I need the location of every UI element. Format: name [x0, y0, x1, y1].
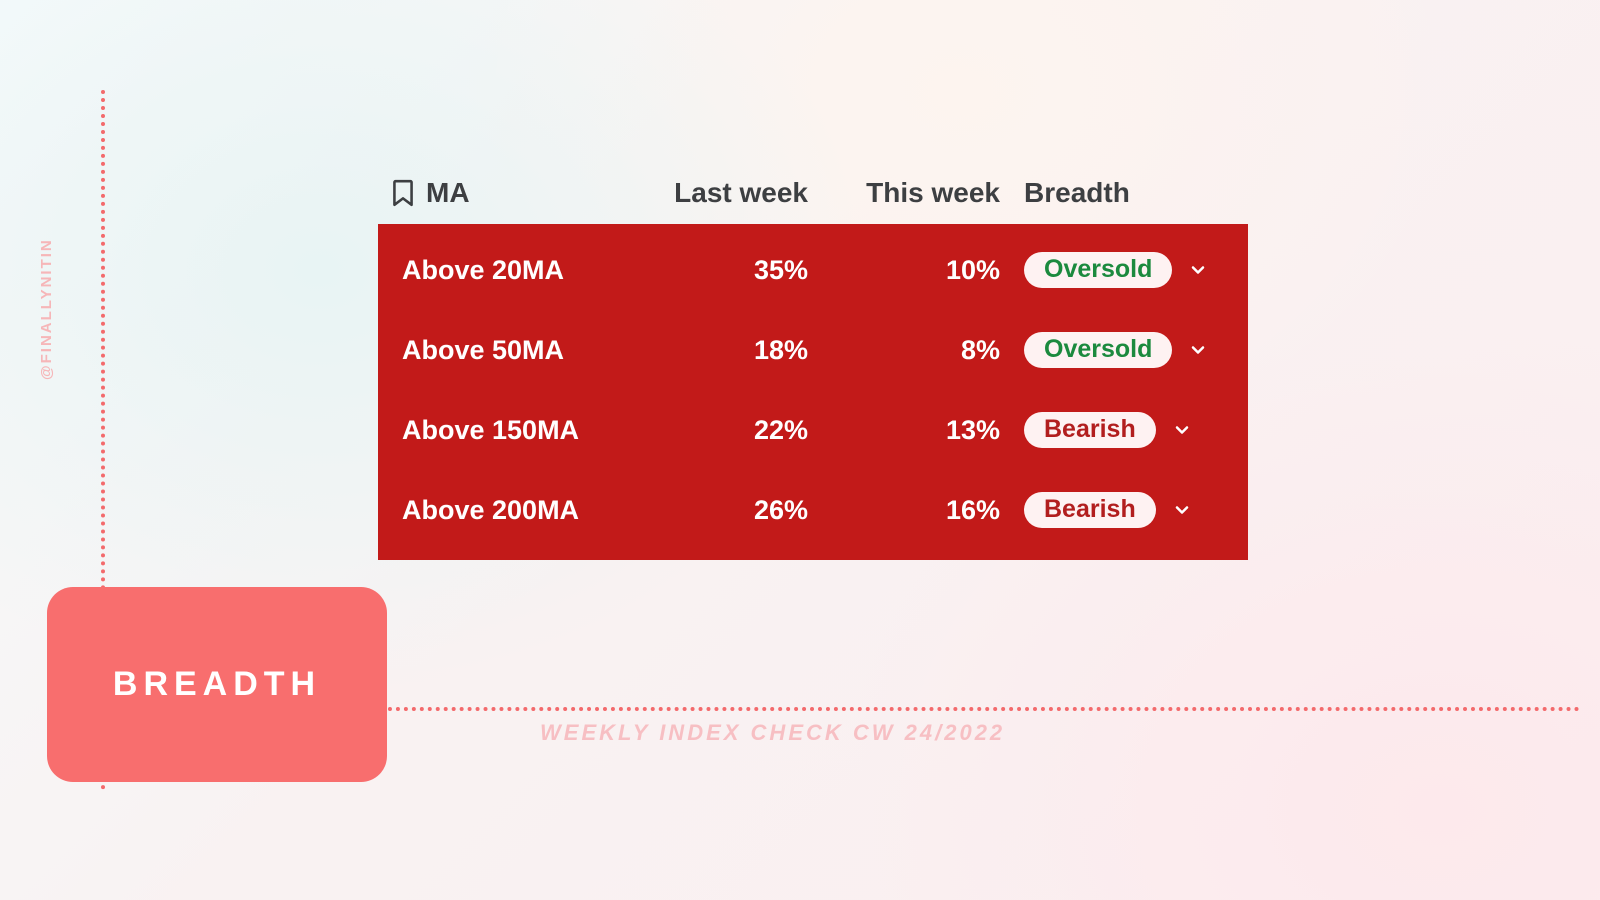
- cell-this-week: 8%: [834, 335, 1022, 366]
- chevron-down-icon[interactable]: [1172, 500, 1192, 520]
- breadth-table: MA Last week This week Breadth Above 20M…: [378, 168, 1248, 560]
- header-ma-label: MA: [426, 177, 470, 209]
- cell-last-week: 18%: [646, 335, 834, 366]
- cell-breadth: Bearish: [1022, 492, 1258, 528]
- author-handle-text: @FINALLYNITIN: [38, 238, 55, 380]
- section-card: BREADTH: [47, 587, 387, 782]
- cell-breadth: Oversold: [1022, 252, 1258, 288]
- table-row: Above 20MA35%10%Oversold: [378, 230, 1248, 310]
- bookmark-icon: [390, 178, 416, 208]
- cell-last-week: 35%: [646, 255, 834, 286]
- cell-last-week: 26%: [646, 495, 834, 526]
- header-this-week: This week: [834, 177, 1022, 209]
- cell-ma: Above 200MA: [388, 495, 646, 526]
- author-handle: @FINALLYNITIN: [38, 238, 55, 380]
- cell-this-week: 16%: [834, 495, 1022, 526]
- table-header: MA Last week This week Breadth: [378, 168, 1248, 224]
- breadth-pill[interactable]: Oversold: [1024, 252, 1172, 288]
- horizontal-dotted-guide: [380, 707, 1580, 711]
- cell-last-week: 22%: [646, 415, 834, 446]
- header-last-week: Last week: [646, 177, 834, 209]
- breadth-pill[interactable]: Bearish: [1024, 412, 1156, 448]
- chevron-down-icon[interactable]: [1188, 260, 1208, 280]
- breadth-pill[interactable]: Bearish: [1024, 492, 1156, 528]
- table-row: Above 200MA26%16%Bearish: [378, 470, 1248, 550]
- table-body: Above 20MA35%10%OversoldAbove 50MA18%8%O…: [378, 224, 1248, 560]
- cell-ma: Above 20MA: [388, 255, 646, 286]
- cell-ma: Above 50MA: [388, 335, 646, 366]
- footer-subtitle-text: WEEKLY INDEX CHECK CW 24/2022: [540, 720, 1005, 745]
- breadth-pill[interactable]: Oversold: [1024, 332, 1172, 368]
- table-row: Above 150MA22%13%Bearish: [378, 390, 1248, 470]
- cell-this-week: 13%: [834, 415, 1022, 446]
- section-card-label: BREADTH: [113, 665, 321, 704]
- infographic-canvas: @FINALLYNITIN BREADTH WEEKLY INDEX CHECK…: [0, 0, 1600, 900]
- chevron-down-icon[interactable]: [1172, 420, 1192, 440]
- cell-breadth: Oversold: [1022, 332, 1258, 368]
- header-ma: MA: [388, 177, 646, 209]
- cell-this-week: 10%: [834, 255, 1022, 286]
- cell-breadth: Bearish: [1022, 412, 1258, 448]
- table-row: Above 50MA18%8%Oversold: [378, 310, 1248, 390]
- cell-ma: Above 150MA: [388, 415, 646, 446]
- header-breadth: Breadth: [1022, 177, 1258, 209]
- chevron-down-icon[interactable]: [1188, 340, 1208, 360]
- footer-subtitle: WEEKLY INDEX CHECK CW 24/2022: [540, 720, 1005, 746]
